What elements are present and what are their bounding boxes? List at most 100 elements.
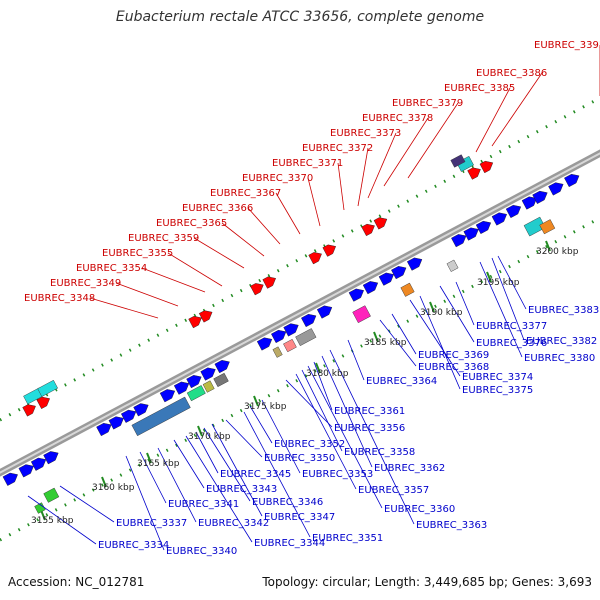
reverse-gene xyxy=(283,323,299,337)
forward-gene-label: EUBREC_3372 xyxy=(302,143,373,154)
misc-feature xyxy=(450,154,466,168)
reverse-gene xyxy=(391,266,407,280)
reverse-gene-label: EUBREC_3362 xyxy=(374,463,445,474)
scale-tick-label: 3165 kbp xyxy=(137,459,180,469)
reverse-label-leader xyxy=(195,431,219,474)
reverse-gene-label: EUBREC_3380 xyxy=(524,353,595,364)
misc-feature xyxy=(34,502,46,514)
misc-feature xyxy=(446,259,459,272)
scale-tick-label: 3180 kbp xyxy=(306,369,349,379)
reverse-gene xyxy=(463,227,479,241)
reverse-gene-label: EUBREC_3342 xyxy=(198,518,269,529)
forward-label-leader xyxy=(141,267,206,293)
reverse-label-leader xyxy=(491,257,525,341)
scale-tick-label: 3190 kbp xyxy=(420,308,463,318)
reverse-gene-label: EUBREC_3368 xyxy=(418,362,489,373)
genome-summary-text: Topology: circular; Length: 3,449,685 bp… xyxy=(262,575,592,589)
misc-feature xyxy=(400,282,415,297)
reverse-label-leader xyxy=(479,261,523,358)
reverse-label-leader xyxy=(307,365,383,509)
forward-label-leader xyxy=(475,87,511,153)
misc-feature xyxy=(43,487,60,503)
reverse-gene xyxy=(378,272,394,286)
reverse-gene xyxy=(43,451,59,465)
forward-gene-label: EUBREC_3359 xyxy=(128,233,199,244)
reverse-label-leader xyxy=(203,427,251,502)
forward-gene xyxy=(308,252,322,265)
forward-gene-label: EUBREC_3355 xyxy=(102,248,173,259)
forward-gene xyxy=(262,276,276,289)
reverse-gene-label: EUBREC_3346 xyxy=(252,497,323,508)
reverse-label-leader xyxy=(379,319,417,367)
forward-gene-label: EUBREC_3354 xyxy=(76,263,147,274)
reverse-label-leader xyxy=(439,285,475,343)
reverse-label-leader xyxy=(409,299,461,377)
guide-lines xyxy=(0,96,600,542)
reverse-label-leader xyxy=(497,255,527,310)
reverse-gene-label: EUBREC_3343 xyxy=(206,484,277,495)
reverse-gene xyxy=(256,337,273,351)
scale-tick-label: 3155 kbp xyxy=(31,516,74,526)
scale-tick xyxy=(486,271,492,283)
reverse-gene-labels: EUBREC_3334 EUBREC_3337 EUBREC_3340 EUBREC_… xyxy=(27,255,599,557)
reverse-gene xyxy=(348,288,364,302)
misc-feature xyxy=(272,346,283,358)
reverse-gene xyxy=(173,381,190,395)
reverse-label-leader xyxy=(391,313,417,355)
forward-gene xyxy=(198,310,213,323)
scale-tick-label: 3200 kbp xyxy=(536,247,579,257)
reverse-gene xyxy=(406,257,423,271)
reverse-label-leader xyxy=(329,349,415,525)
reverse-gene xyxy=(30,457,47,471)
reverse-gene-label: EUBREC_3341 xyxy=(168,499,239,510)
reverse-gene-label: EUBREC_3383 xyxy=(528,305,599,316)
forward-gene-label: EUBREC_3378 xyxy=(362,113,433,124)
forward-gene-label: EUBREC_3349 xyxy=(50,278,121,289)
reverse-gene xyxy=(451,234,467,248)
misc-feature xyxy=(186,385,206,402)
reverse-gene-label: EUBREC_3374 xyxy=(462,372,533,383)
forward-gene-label: EUBREC_3365 xyxy=(156,218,227,229)
reverse-gene xyxy=(475,220,492,235)
scale-tick-label: 3170 kbp xyxy=(188,432,231,442)
reverse-gene-label: EUBREC_3363 xyxy=(416,520,487,531)
rna-feature xyxy=(37,379,58,397)
misc-feature xyxy=(213,372,229,388)
reverse-gene-label: EUBREC_3369 xyxy=(418,350,489,361)
reverse-label-leader xyxy=(321,355,373,468)
forward-gene-label: EUBREC_3366 xyxy=(182,203,253,214)
forward-label-leader xyxy=(247,207,281,245)
reverse-gene xyxy=(96,423,112,437)
reverse-gene xyxy=(271,329,287,344)
scale-tick xyxy=(373,331,379,343)
forward-gene-label: EUBREC_3386 xyxy=(476,68,547,79)
reverse-label-leader xyxy=(301,369,343,452)
gene-features xyxy=(2,154,580,514)
forward-label-leader xyxy=(275,192,301,235)
map-title: Eubacterium rectale ATCC 33656, complete… xyxy=(115,9,485,25)
scale-tick xyxy=(315,362,321,374)
mobile-element xyxy=(131,396,191,437)
forward-gene-label: EUBREC_3373 xyxy=(330,128,401,139)
reverse-gene xyxy=(214,360,230,374)
rna-feature xyxy=(523,216,546,237)
scale-tick xyxy=(101,476,107,488)
forward-gene xyxy=(188,316,202,329)
misc-feature xyxy=(283,338,297,353)
reverse-gene-label: EUBREC_3356 xyxy=(334,423,405,434)
reverse-gene-label: EUBREC_3350 xyxy=(264,453,335,464)
reverse-gene-label: EUBREC_3334 xyxy=(98,540,169,551)
forward-label-leader xyxy=(407,102,459,179)
forward-label-leader xyxy=(367,132,397,199)
reverse-gene xyxy=(108,416,124,430)
reverse-gene xyxy=(521,196,537,210)
reverse-gene-label: EUBREC_3344 xyxy=(254,538,325,549)
reverse-label-leader xyxy=(419,295,461,390)
reverse-label-leader xyxy=(295,373,357,490)
reverse-label-leader xyxy=(225,419,263,458)
scale-tick-label: 3175 kbp xyxy=(244,402,287,412)
reverse-label-leader xyxy=(173,439,205,489)
reverse-gene-label: EUBREC_3376 xyxy=(476,338,547,349)
forward-gene xyxy=(361,223,375,237)
